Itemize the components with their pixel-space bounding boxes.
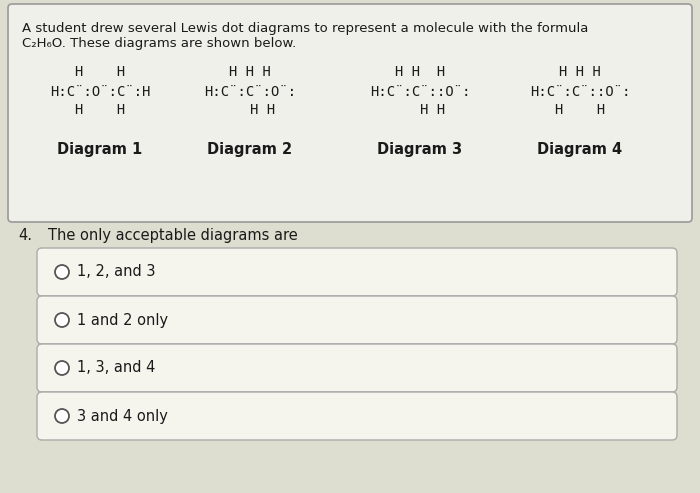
Text: H    H: H H [75, 103, 125, 117]
Text: 1, 2, and 3: 1, 2, and 3 [77, 265, 155, 280]
FancyBboxPatch shape [37, 392, 677, 440]
Text: Diagram 4: Diagram 4 [538, 142, 622, 157]
Text: 1 and 2 only: 1 and 2 only [77, 313, 168, 327]
Circle shape [55, 409, 69, 423]
Text: 3 and 4 only: 3 and 4 only [77, 409, 168, 423]
Text: A student drew several Lewis dot diagrams to represent a molecule with the formu: A student drew several Lewis dot diagram… [22, 22, 589, 35]
Circle shape [55, 313, 69, 327]
FancyBboxPatch shape [8, 4, 692, 222]
Text: H H  H: H H H [395, 65, 445, 79]
Text: H H: H H [225, 103, 275, 117]
Text: H H H: H H H [229, 65, 271, 79]
Text: 1, 3, and 4: 1, 3, and 4 [77, 360, 155, 376]
Text: The only acceptable diagrams are: The only acceptable diagrams are [48, 228, 298, 243]
Text: Diagram 3: Diagram 3 [377, 142, 463, 157]
Text: H    H: H H [555, 103, 605, 117]
Text: Diagram 1: Diagram 1 [57, 142, 143, 157]
Text: H:C̈:Ö:C̈:H: H:C̈:Ö:C̈:H [50, 85, 150, 99]
Text: H:C̈:C̈::Ö:: H:C̈:C̈::Ö: [530, 85, 630, 99]
FancyBboxPatch shape [37, 296, 677, 344]
Text: H H H: H H H [559, 65, 601, 79]
Text: H    H: H H [75, 65, 125, 79]
FancyBboxPatch shape [37, 248, 677, 296]
Text: 4.: 4. [18, 228, 32, 243]
Text: H:C̈:C̈::Ö:: H:C̈:C̈::Ö: [370, 85, 470, 99]
Text: Diagram 2: Diagram 2 [207, 142, 293, 157]
Circle shape [55, 361, 69, 375]
Text: H:C̈:C̈:Ö:: H:C̈:C̈:Ö: [204, 85, 296, 99]
Circle shape [55, 265, 69, 279]
FancyBboxPatch shape [37, 344, 677, 392]
Text: C₂H₆O. These diagrams are shown below.: C₂H₆O. These diagrams are shown below. [22, 37, 296, 50]
Text: H H: H H [395, 103, 445, 117]
